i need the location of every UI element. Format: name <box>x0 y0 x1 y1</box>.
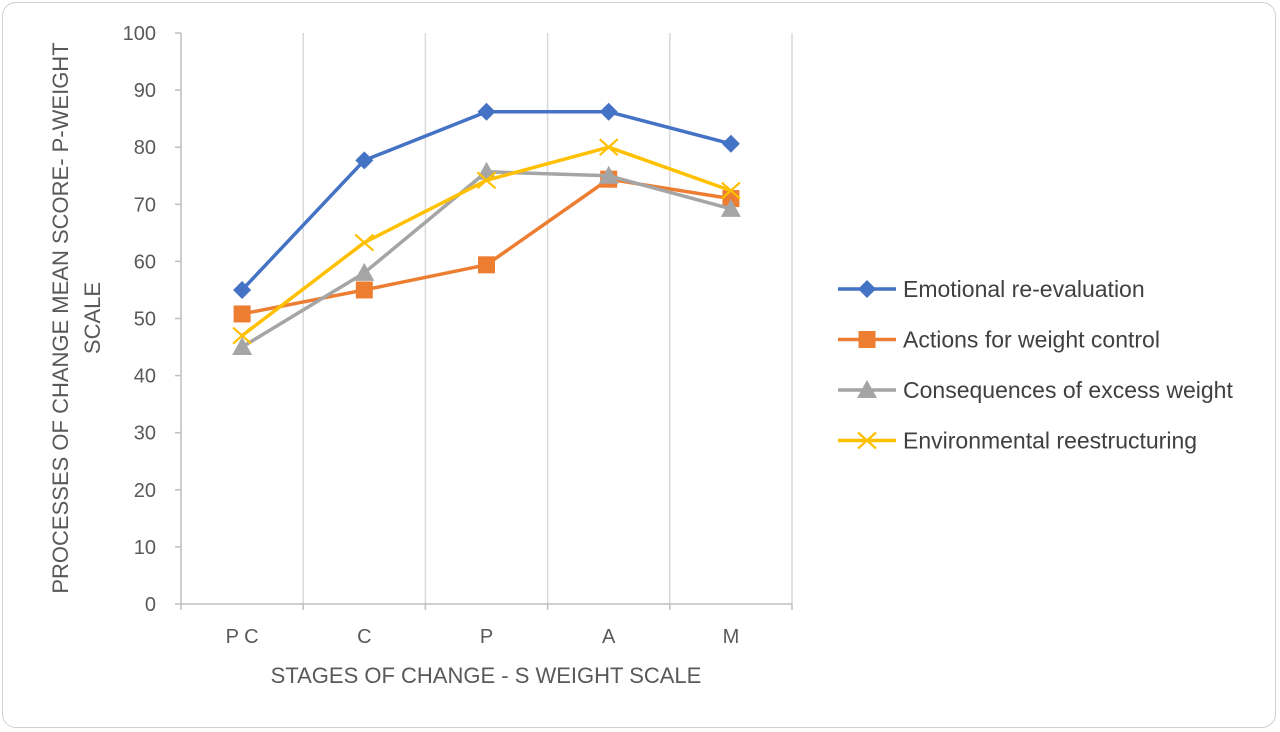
data-point-marker <box>599 102 618 121</box>
series-line <box>240 177 733 316</box>
data-point-marker <box>721 181 741 200</box>
y-tick-label: 80 <box>134 137 156 159</box>
y-tick-label: 100 <box>123 23 156 45</box>
series-1 <box>233 170 740 323</box>
legend-label: Actions for weight control <box>903 327 1160 353</box>
data-point-marker <box>233 280 252 299</box>
gridlines <box>302 33 793 604</box>
y-tick-label: 10 <box>134 537 156 559</box>
x-tick-label: C <box>357 626 371 648</box>
data-point-marker <box>720 198 741 217</box>
y-axis-title-line-2: SCALE <box>80 282 105 354</box>
series-3 <box>232 138 741 345</box>
data-point-marker <box>354 262 375 281</box>
legend-marker <box>857 380 877 398</box>
y-tick-label: 20 <box>134 480 156 502</box>
legend-marker <box>858 280 876 298</box>
legend-item: Consequences of excess weight <box>838 377 1233 403</box>
legend-label: Emotional re-evaluation <box>903 276 1145 302</box>
y-tick-label: 0 <box>145 594 156 616</box>
legend-label: Consequences of excess weight <box>903 377 1233 403</box>
legend-marker <box>858 331 876 348</box>
x-tick-label: P <box>480 626 493 648</box>
legend: Emotional re-evaluation Actions for weigh… <box>838 276 1233 454</box>
y-tick-label: 50 <box>134 309 156 331</box>
x-tick-label: P C <box>226 626 259 648</box>
legend-marker <box>857 431 877 450</box>
y-axis-title-line-1: PROCESSES OF CHANGE MEAN SCORE- P-WEIGHT <box>48 42 73 593</box>
y-axis-title: PROCESSES OF CHANGE MEAN SCORE- P-WEIGHT… <box>48 42 105 593</box>
data-point-marker <box>355 151 374 170</box>
legend-label: Environmental reestructuring <box>903 428 1197 454</box>
x-tick-label: A <box>602 626 616 648</box>
legend-item: Emotional re-evaluation <box>838 276 1145 302</box>
series-0 <box>233 102 740 299</box>
y-tick-label: 30 <box>134 423 156 445</box>
y-tick-label: 70 <box>134 194 156 216</box>
y-tick-label: 40 <box>134 366 156 388</box>
series-layer <box>232 102 741 356</box>
data-point-marker <box>721 134 740 153</box>
data-point-marker <box>598 165 619 184</box>
legend-item: Actions for weight control <box>838 327 1160 353</box>
x-axis-title: STAGES OF CHANGE - S WEIGHT SCALE <box>271 663 702 688</box>
axes <box>175 32 793 610</box>
data-point-marker <box>232 326 252 345</box>
y-tick-labels: 0 10 20 30 40 50 60 70 80 90 100 <box>123 23 156 616</box>
x-tick-label: M <box>723 626 740 648</box>
data-point-marker <box>233 305 251 323</box>
data-point-marker <box>355 281 373 299</box>
y-tick-label: 60 <box>134 251 156 273</box>
legend-item: Environmental reestructuring <box>838 428 1197 454</box>
y-tick-label: 90 <box>134 80 156 102</box>
data-point-marker <box>354 233 375 252</box>
data-point-marker <box>232 337 253 356</box>
data-point-marker <box>476 171 497 190</box>
data-point-marker <box>477 102 496 121</box>
data-point-marker <box>598 138 619 157</box>
data-point-marker <box>478 256 495 274</box>
